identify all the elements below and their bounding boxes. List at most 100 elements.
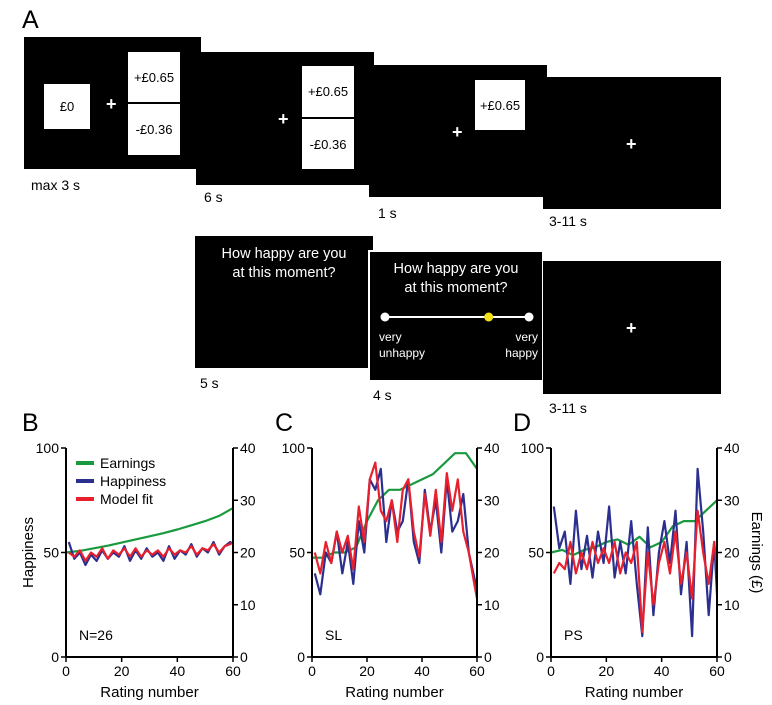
fixation-cross: + xyxy=(626,134,637,154)
x-axis-label: Rating number xyxy=(100,684,198,701)
legend-label: Earnings xyxy=(100,455,155,471)
x-tick-label: 0 xyxy=(308,663,316,679)
y-tick-label-left: 0 xyxy=(536,649,544,665)
gamble-loss: -£0.36 xyxy=(302,119,354,169)
x-axis-label: Rating number xyxy=(345,684,443,701)
panel-label-c: C xyxy=(275,409,294,437)
iti-screen: + xyxy=(543,261,721,394)
rating-screen: How happy are you at this moment? very u… xyxy=(368,250,544,382)
chart-annotation: SL xyxy=(325,627,342,643)
x-tick-label: 40 xyxy=(170,663,186,679)
question-line-1: How happy are you xyxy=(221,246,347,262)
series-line-model-fit xyxy=(68,541,234,563)
happiness-question: How happy are you at this moment? xyxy=(195,245,373,283)
y-tick-label-right: 40 xyxy=(240,440,256,456)
y-tick-label-right: 20 xyxy=(484,545,500,561)
y-tick-label-right: 20 xyxy=(724,545,740,561)
y-tick-label-left: 50 xyxy=(43,545,59,561)
scale-left-label: very unhappy xyxy=(379,330,425,361)
duration-caption: 1 s xyxy=(378,205,397,221)
y-tick-label-left: 100 xyxy=(521,440,545,456)
y-tick-label-right: 30 xyxy=(724,492,740,508)
series-line-model-fit xyxy=(313,461,479,599)
x-tick-label: 40 xyxy=(414,663,430,679)
y-tick-label-left: 0 xyxy=(297,649,305,665)
rating-scale[interactable] xyxy=(370,306,542,328)
x-tick-label: 20 xyxy=(359,663,375,679)
y-tick-label-right: 40 xyxy=(724,440,740,456)
series-line-happiness xyxy=(67,540,234,567)
y-axis-label: Happiness xyxy=(20,517,37,588)
y-tick-label-right: 10 xyxy=(240,597,256,613)
chart-annotation: PS xyxy=(564,627,583,643)
gamble-option-box: +£0.65 -£0.36 xyxy=(128,52,180,155)
duration-caption: 4 s xyxy=(373,387,392,403)
y-tick-label-right: 0 xyxy=(240,649,248,665)
y-tick-label-right: 0 xyxy=(724,649,732,665)
fixation-cross: + xyxy=(278,109,289,129)
x-tick-label: 60 xyxy=(225,663,241,679)
gamble-loss: -£0.36 xyxy=(128,104,180,155)
y2-axis-label: Earnings (£) xyxy=(748,512,765,594)
question-line-2: at this moment? xyxy=(404,280,508,297)
y-tick-label-right: 20 xyxy=(240,545,256,561)
happiness-question: How happy are you at this moment? xyxy=(370,260,542,298)
offer-screen: £0 + +£0.65 -£0.36 xyxy=(24,37,201,169)
rating-cursor[interactable] xyxy=(484,312,494,322)
duration-caption: 3-11 s xyxy=(549,213,587,229)
x-axis-label: Rating number xyxy=(585,684,683,701)
legend-label: Model fit xyxy=(100,491,153,507)
y-tick-label-left: 50 xyxy=(289,545,305,561)
fixation-cross: + xyxy=(452,122,463,142)
scale-left-end xyxy=(380,312,390,322)
x-tick-label: 60 xyxy=(469,663,485,679)
panel-label-d: D xyxy=(513,409,532,437)
chart-annotation: N=26 xyxy=(79,627,113,643)
x-tick-label: 20 xyxy=(114,663,130,679)
gamble-option-box: +£0.65 -£0.36 xyxy=(302,66,354,169)
y-tick-label-right: 30 xyxy=(240,492,256,508)
y-tick-label-left: 100 xyxy=(282,440,306,456)
legend-label: Happiness xyxy=(100,473,166,489)
y-tick-label-right: 40 xyxy=(484,440,500,456)
series-line-happiness xyxy=(552,467,719,638)
duration-caption: 5 s xyxy=(200,375,219,391)
panel-label-a: A xyxy=(22,6,39,34)
series-line-model-fit xyxy=(552,509,719,634)
gamble-divider xyxy=(128,102,180,104)
x-tick-label: 20 xyxy=(599,663,615,679)
x-tick-label: 0 xyxy=(547,663,555,679)
outcome-screen: + +£0.65 xyxy=(369,65,547,197)
y-tick-label-right: 10 xyxy=(724,597,740,613)
series-line-earnings xyxy=(65,507,234,554)
scale-left-label-line: unhappy xyxy=(379,345,426,360)
scale-right-label-line: happy xyxy=(505,345,538,360)
y-tick-label-right: 0 xyxy=(484,649,492,665)
y-tick-label-right: 30 xyxy=(484,492,500,508)
question-screen: How happy are you at this moment? xyxy=(195,236,373,368)
x-tick-label: 0 xyxy=(62,663,70,679)
fixation-cross: + xyxy=(106,94,117,114)
fixation-cross: + xyxy=(626,318,637,338)
duration-caption: max 3 s xyxy=(31,177,81,193)
y-tick-label-left: 100 xyxy=(36,440,60,456)
scale-right-label: very happy xyxy=(498,330,538,361)
gamble-gain: +£0.65 xyxy=(302,66,354,117)
x-tick-label: 40 xyxy=(654,663,670,679)
scale-left-label-line: very xyxy=(379,330,402,344)
y-tick-label-left: 50 xyxy=(528,545,544,561)
current-earnings-box: £0 xyxy=(44,84,90,129)
iti-screen: + xyxy=(543,77,721,209)
outcome-box: +£0.65 xyxy=(475,80,525,130)
duration-caption: 6 s xyxy=(204,189,223,205)
y-tick-label-left: 0 xyxy=(51,649,59,665)
y-tick-label-right: 10 xyxy=(484,597,500,613)
gamble-gain: +£0.65 xyxy=(128,52,180,102)
anticipation-screen: + +£0.65 -£0.36 xyxy=(196,52,374,185)
scale-right-label-line: very xyxy=(515,330,538,344)
question-line-2: at this moment? xyxy=(232,265,336,282)
